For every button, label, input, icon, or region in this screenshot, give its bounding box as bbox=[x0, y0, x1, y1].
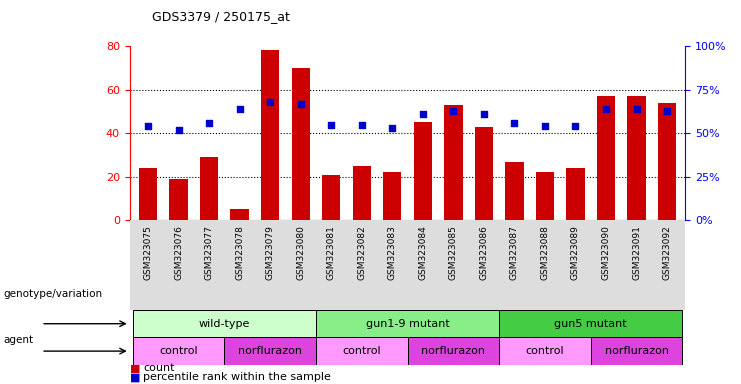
Bar bbox=[658, 103, 677, 220]
Text: wild-type: wild-type bbox=[199, 319, 250, 329]
Bar bbox=[499, 310, 682, 338]
Point bbox=[325, 121, 337, 127]
Text: GDS3379 / 250175_at: GDS3379 / 250175_at bbox=[152, 10, 290, 23]
Text: GSM323091: GSM323091 bbox=[632, 225, 641, 280]
Bar bbox=[444, 105, 462, 220]
Text: GSM323075: GSM323075 bbox=[144, 225, 153, 280]
Text: GSM323083: GSM323083 bbox=[388, 225, 396, 280]
Point bbox=[265, 99, 276, 105]
Text: ■: ■ bbox=[130, 363, 144, 373]
Text: norflurazon: norflurazon bbox=[605, 346, 668, 356]
Bar bbox=[413, 122, 432, 220]
Text: norflurazon: norflurazon bbox=[422, 346, 485, 356]
Bar bbox=[383, 172, 402, 220]
Text: GSM323084: GSM323084 bbox=[419, 225, 428, 280]
Point bbox=[570, 123, 582, 129]
Bar bbox=[505, 162, 524, 220]
Text: GSM323082: GSM323082 bbox=[357, 225, 366, 280]
Text: genotype/variation: genotype/variation bbox=[4, 289, 103, 299]
Point bbox=[173, 127, 185, 133]
Bar bbox=[291, 68, 310, 220]
Text: GSM323087: GSM323087 bbox=[510, 225, 519, 280]
Bar bbox=[499, 338, 591, 365]
Text: GSM323090: GSM323090 bbox=[602, 225, 611, 280]
Text: GSM323092: GSM323092 bbox=[662, 225, 671, 280]
Text: GSM323086: GSM323086 bbox=[479, 225, 488, 280]
Text: agent: agent bbox=[4, 335, 34, 345]
Bar bbox=[566, 168, 585, 220]
Point bbox=[508, 120, 520, 126]
Bar bbox=[475, 127, 493, 220]
Text: GSM323078: GSM323078 bbox=[235, 225, 244, 280]
Text: GSM323085: GSM323085 bbox=[449, 225, 458, 280]
Text: control: control bbox=[525, 346, 565, 356]
Point bbox=[600, 106, 612, 112]
Point bbox=[539, 123, 551, 129]
Bar bbox=[591, 338, 682, 365]
Point bbox=[631, 106, 642, 112]
Text: GSM323081: GSM323081 bbox=[327, 225, 336, 280]
Text: GSM323080: GSM323080 bbox=[296, 225, 305, 280]
Bar bbox=[133, 310, 316, 338]
Bar bbox=[261, 50, 279, 220]
Point bbox=[448, 108, 459, 114]
Bar bbox=[139, 168, 157, 220]
Text: GSM323077: GSM323077 bbox=[205, 225, 213, 280]
Bar bbox=[170, 179, 187, 220]
Bar bbox=[408, 338, 499, 365]
Text: control: control bbox=[159, 346, 198, 356]
Point bbox=[478, 111, 490, 117]
Bar bbox=[322, 175, 340, 220]
Text: GSM323079: GSM323079 bbox=[265, 225, 275, 280]
Bar bbox=[628, 96, 645, 220]
Bar bbox=[316, 338, 408, 365]
Bar bbox=[230, 210, 249, 220]
Text: GSM323076: GSM323076 bbox=[174, 225, 183, 280]
Text: GSM323089: GSM323089 bbox=[571, 225, 580, 280]
Point bbox=[661, 108, 673, 114]
Text: ■: ■ bbox=[130, 372, 144, 382]
Bar bbox=[316, 310, 499, 338]
Point bbox=[356, 121, 368, 127]
Text: control: control bbox=[342, 346, 381, 356]
Point bbox=[233, 106, 245, 112]
Point bbox=[386, 125, 398, 131]
Point bbox=[417, 111, 429, 117]
Bar bbox=[225, 338, 316, 365]
Bar bbox=[353, 166, 371, 220]
Bar bbox=[200, 157, 219, 220]
Bar bbox=[133, 338, 225, 365]
Text: gun5 mutant: gun5 mutant bbox=[554, 319, 627, 329]
Bar bbox=[597, 96, 615, 220]
Text: norflurazon: norflurazon bbox=[238, 346, 302, 356]
Text: GSM323088: GSM323088 bbox=[540, 225, 550, 280]
Bar bbox=[536, 172, 554, 220]
Point bbox=[203, 120, 215, 126]
Text: percentile rank within the sample: percentile rank within the sample bbox=[143, 372, 331, 382]
Text: gun1-9 mutant: gun1-9 mutant bbox=[365, 319, 450, 329]
Point bbox=[295, 101, 307, 107]
Text: count: count bbox=[143, 363, 175, 373]
Point bbox=[142, 123, 154, 129]
